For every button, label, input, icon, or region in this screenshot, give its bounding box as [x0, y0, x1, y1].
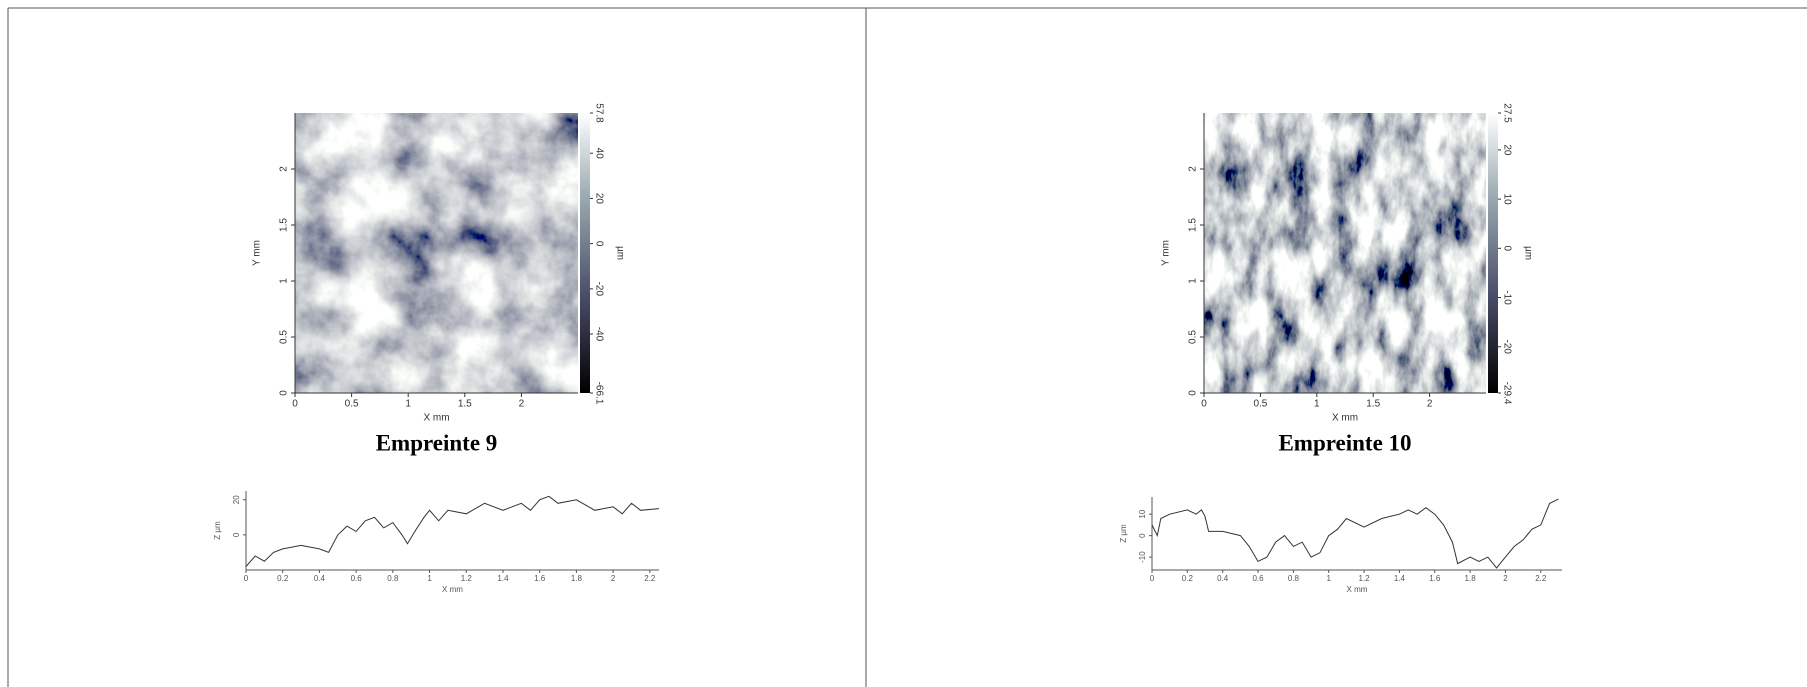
colorbar-tick-label: 0: [1501, 246, 1512, 252]
y-tick-label: 20: [232, 495, 241, 504]
x-tick-label: 0.6: [1252, 574, 1264, 583]
x-tick-label: 1.8: [571, 574, 583, 583]
x-tick-label: 2: [611, 574, 616, 583]
x-tick-label: 1: [1326, 574, 1331, 583]
x-tick-label: 0: [292, 399, 298, 410]
x-tick-label: 1.5: [458, 399, 472, 410]
colorbar-tick-label: -20: [593, 282, 604, 297]
x-tick-label: 2.2: [644, 574, 656, 583]
x-tick-label: 1.2: [1359, 574, 1371, 583]
x-tick-label: 0.8: [1288, 574, 1300, 583]
y-tick-label: 0.5: [1188, 330, 1199, 344]
x-tick-label: 0.5: [345, 399, 359, 410]
x-tick-label: 0: [1150, 574, 1155, 583]
y-tick-label: -10: [1138, 551, 1147, 563]
y-tick-label: 2: [279, 166, 290, 172]
y-axis-label: Y mm: [1161, 240, 1172, 266]
y-axis-label: Y mm: [252, 240, 263, 266]
y-tick-label: 1.5: [1188, 218, 1199, 232]
profile-line: [245, 495, 660, 567]
colorbar-tick-label: 20: [593, 193, 604, 205]
x-tick-label: 0.4: [314, 574, 326, 583]
x-tick-label: 0.8: [387, 574, 399, 583]
y-tick-label: 0: [1138, 533, 1147, 538]
x-tick-label: 1.6: [1429, 574, 1441, 583]
colorbar-tick-label: -20: [1501, 340, 1512, 355]
x-axis-label: X mm: [423, 413, 449, 424]
x-tick-label: 0.6: [351, 574, 363, 583]
x-tick-label: 1.4: [497, 574, 509, 583]
x-tick-label: 1.4: [1394, 574, 1406, 583]
profile-line: [1151, 498, 1559, 569]
colorbar-label: µm: [1522, 246, 1533, 260]
colorbar-tick-label: -66.1: [593, 382, 604, 405]
x-axis-label: X mm: [1347, 585, 1368, 594]
x-axis-label: X mm: [442, 585, 463, 594]
y-tick-label: 0: [232, 532, 241, 537]
heatmap-image: [1204, 113, 1486, 393]
x-tick-label: 0.2: [1182, 574, 1194, 583]
x-tick-label: 2: [1503, 574, 1508, 583]
x-tick-label: 1.2: [461, 574, 473, 583]
x-tick-label: 1.6: [534, 574, 546, 583]
y-tick-label: 1.5: [279, 218, 290, 232]
caption: Empreinte 10: [1278, 430, 1411, 455]
y-tick-label: 0.5: [279, 330, 290, 344]
heatmap-image: [295, 113, 578, 393]
x-tick-label: 0.2: [277, 574, 289, 583]
x-tick-label: 1: [1314, 399, 1320, 410]
caption: Empreinte 9: [376, 430, 498, 455]
x-tick-label: 1.5: [1366, 399, 1380, 410]
x-tick-label: 1: [405, 399, 411, 410]
colorbar: [580, 113, 590, 393]
x-tick-label: 0.5: [1253, 399, 1267, 410]
colorbar-label: µm: [614, 246, 625, 260]
y-tick-label: 1: [279, 278, 290, 284]
x-tick-label: 0: [1201, 399, 1207, 410]
y-tick-label: 10: [1138, 509, 1147, 518]
colorbar-tick-label: 10: [1501, 194, 1512, 206]
colorbar-tick-label: -40: [593, 327, 604, 342]
y-tick-label: 2: [1188, 166, 1199, 172]
x-tick-label: 1: [427, 574, 432, 583]
x-tick-label: 2: [519, 399, 525, 410]
y-tick-label: 0: [1188, 390, 1199, 396]
x-tick-label: 0: [244, 574, 249, 583]
y-axis-label: Z µm: [213, 521, 222, 540]
y-tick-label: 0: [279, 390, 290, 396]
x-tick-label: 1.8: [1465, 574, 1477, 583]
colorbar: [1488, 113, 1498, 393]
x-axis-label: X mm: [1332, 413, 1358, 424]
colorbar-tick-label: 57.8: [593, 103, 604, 123]
colorbar-tick-label: 27.5: [1501, 103, 1512, 123]
y-axis-label: Z µm: [1119, 524, 1128, 543]
y-tick-label: 1: [1188, 278, 1199, 284]
x-tick-label: 2.2: [1535, 574, 1547, 583]
colorbar-tick-label: -10: [1501, 290, 1512, 305]
x-tick-label: 2: [1427, 399, 1433, 410]
x-tick-label: 0.4: [1217, 574, 1229, 583]
colorbar-tick-label: 0: [593, 241, 604, 247]
colorbar-tick-label: 40: [593, 148, 604, 160]
colorbar-tick-label: 20: [1501, 144, 1512, 156]
colorbar-tick-label: -29.4: [1501, 382, 1512, 405]
